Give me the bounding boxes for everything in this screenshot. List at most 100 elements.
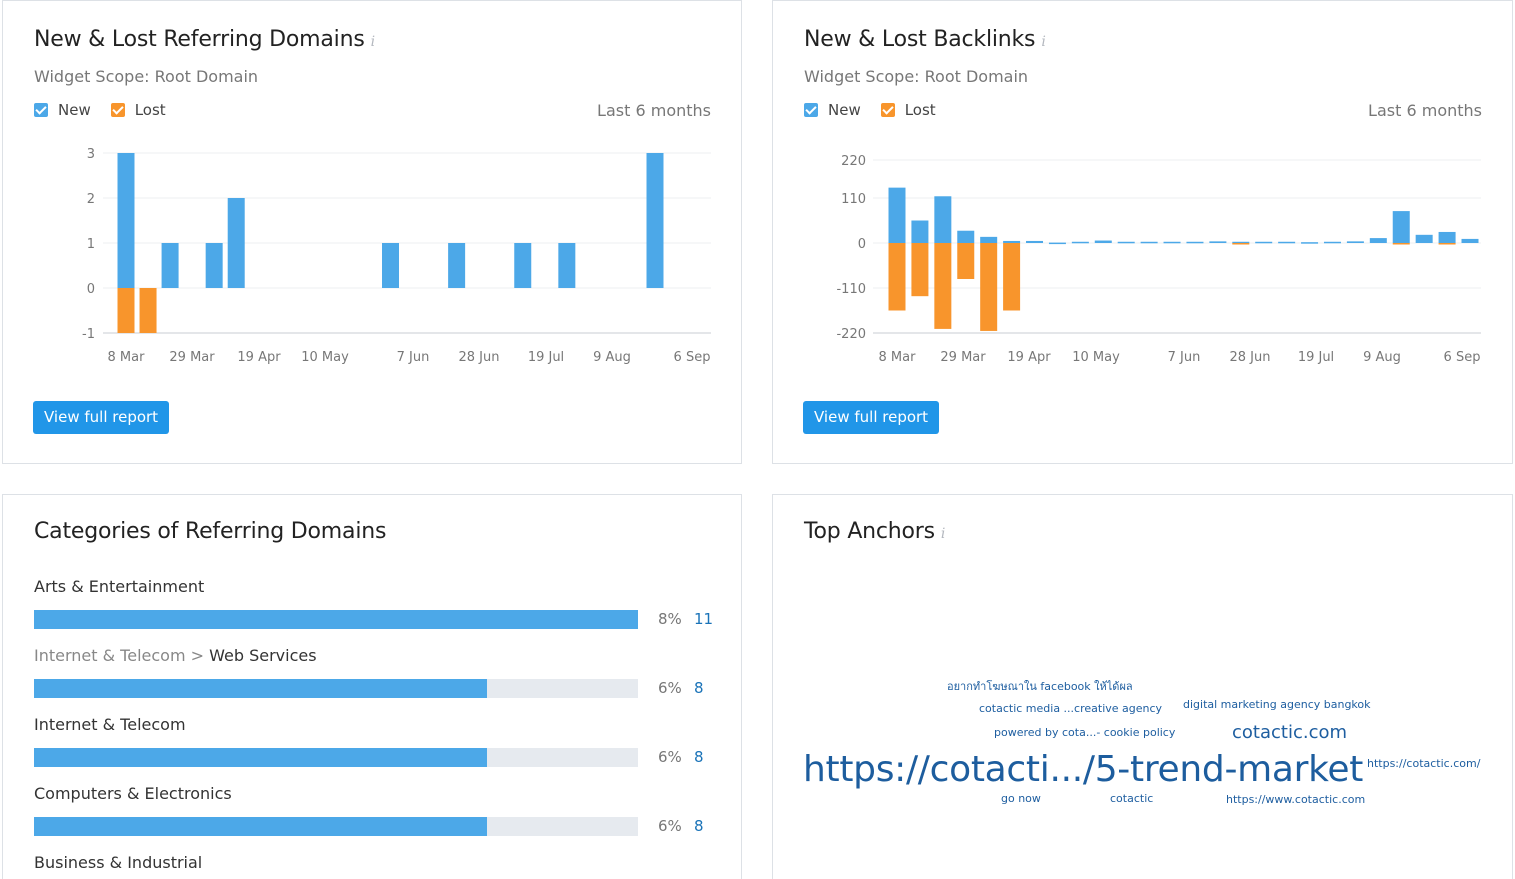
checkbox-checked-icon[interactable] bbox=[110, 103, 125, 117]
new-bar[interactable] bbox=[1415, 234, 1433, 243]
view-full-report-button[interactable]: View full report bbox=[803, 401, 940, 434]
new-bar[interactable] bbox=[1461, 238, 1479, 243]
anchor-text-link[interactable]: https://cotactic.com/ bbox=[1367, 757, 1481, 770]
anchor-text-link[interactable]: digital marketing agency bangkok bbox=[1183, 698, 1371, 711]
category-count-link[interactable]: 8 bbox=[694, 817, 704, 835]
new-bar[interactable] bbox=[957, 230, 975, 243]
x-tick-label: 9 Aug bbox=[593, 350, 631, 365]
new-bar[interactable] bbox=[980, 236, 998, 243]
lost-bar[interactable] bbox=[957, 243, 975, 279]
lost-bar[interactable] bbox=[139, 288, 157, 333]
new-bar[interactable] bbox=[448, 243, 466, 288]
new-bar[interactable] bbox=[1071, 241, 1089, 244]
anchor-text-link[interactable]: https://www.cotactic.com bbox=[1226, 793, 1366, 806]
new-bar[interactable] bbox=[514, 243, 532, 288]
x-tick-label: 10 May bbox=[301, 350, 349, 365]
anchor-text-link[interactable]: cotactic media ...creative agency bbox=[979, 702, 1163, 715]
lost-bar[interactable] bbox=[911, 243, 929, 297]
lost-bar[interactable] bbox=[934, 243, 952, 329]
widget-scope: Widget Scope: Root Domain bbox=[34, 67, 259, 86]
checkbox-checked-icon[interactable] bbox=[880, 103, 895, 117]
category-row[interactable]: Business & Industrial bbox=[34, 853, 724, 875]
new-bar[interactable] bbox=[1186, 241, 1204, 244]
anchor-text-link[interactable]: อยากทำโฆษณาใน facebook ให้ได้ผล bbox=[947, 680, 1133, 693]
anchor-text-link[interactable]: cotactic bbox=[1110, 792, 1154, 805]
new-bar[interactable] bbox=[161, 243, 179, 288]
view-full-report-button[interactable]: View full report bbox=[33, 401, 170, 434]
info-icon[interactable]: i bbox=[370, 34, 375, 50]
lost-bar[interactable] bbox=[1392, 243, 1410, 245]
info-icon[interactable]: i bbox=[1041, 34, 1046, 50]
new-bar[interactable] bbox=[646, 153, 664, 288]
new-bar[interactable] bbox=[382, 243, 399, 288]
new-bar[interactable] bbox=[1026, 240, 1044, 243]
new-bar[interactable] bbox=[1094, 240, 1112, 243]
category-count-link[interactable]: 8 bbox=[694, 748, 704, 766]
x-tick-label: 6 Sep bbox=[674, 350, 711, 365]
category-row[interactable]: Internet & Telecom > Web Services 6% 8 bbox=[34, 646, 724, 698]
anchor-text-link[interactable]: https://cotacti.../5-trend-market bbox=[803, 749, 1364, 790]
lost-bar[interactable] bbox=[1003, 243, 1021, 311]
new-bar[interactable] bbox=[1301, 242, 1319, 244]
category-label[interactable]: Computers & Electronics bbox=[34, 784, 724, 806]
new-bar[interactable] bbox=[227, 198, 245, 288]
new-bar[interactable] bbox=[1048, 242, 1066, 245]
y-tick-label: -220 bbox=[836, 327, 866, 342]
new-bar[interactable] bbox=[1346, 241, 1364, 243]
new-bar[interactable] bbox=[1369, 238, 1387, 243]
anchor-text-link[interactable]: cotactic.com bbox=[1232, 722, 1348, 743]
category-bar-track bbox=[34, 817, 638, 836]
new-bar[interactable] bbox=[888, 187, 906, 243]
new-bar[interactable] bbox=[1278, 241, 1296, 244]
new-bar[interactable] bbox=[205, 243, 223, 288]
category-count-link[interactable]: 8 bbox=[694, 679, 704, 697]
new-bar[interactable] bbox=[1438, 231, 1456, 243]
lost-bar[interactable] bbox=[888, 243, 906, 311]
category-label[interactable]: Internet & Telecom bbox=[34, 715, 724, 737]
category-label[interactable]: Business & Industrial bbox=[34, 853, 724, 875]
new-bar[interactable] bbox=[934, 196, 952, 243]
legend-new-toggle[interactable]: New bbox=[34, 101, 91, 119]
top-anchors-card: Top Anchors i อยากทำโฆษณาใน facebook ให้ไ… bbox=[772, 494, 1513, 879]
category-row[interactable]: Arts & Entertainment 8% 11 bbox=[34, 577, 724, 629]
legend-new-toggle[interactable]: New bbox=[804, 101, 861, 119]
new-bar[interactable] bbox=[1209, 241, 1227, 243]
x-tick-label: 28 Jun bbox=[1230, 350, 1271, 365]
lost-bar[interactable] bbox=[980, 243, 998, 331]
y-tick-label: -110 bbox=[836, 282, 866, 297]
category-count-link[interactable]: 11 bbox=[694, 610, 714, 628]
new-bar[interactable] bbox=[1140, 241, 1158, 244]
new-bar[interactable] bbox=[1163, 241, 1181, 244]
info-icon[interactable]: i bbox=[940, 526, 946, 542]
x-tick-label: 19 Jul bbox=[1298, 350, 1334, 365]
anchor-text-link[interactable]: go now bbox=[1001, 792, 1041, 805]
category-name: Computers & Electronics bbox=[34, 784, 232, 803]
new-bar[interactable] bbox=[558, 243, 576, 288]
lost-bar[interactable] bbox=[1438, 243, 1456, 245]
lost-bar[interactable] bbox=[1232, 243, 1250, 245]
category-name: Web Services bbox=[209, 646, 317, 665]
y-tick-label: 2 bbox=[87, 192, 95, 207]
period-label: Last 6 months bbox=[1368, 101, 1482, 120]
checkbox-checked-icon[interactable] bbox=[804, 103, 818, 117]
new-bar[interactable] bbox=[1003, 240, 1021, 243]
anchor-text-link[interactable]: powered by cota...- cookie policy bbox=[994, 726, 1176, 739]
referring-domains-title: New & Lost Referring Domains i bbox=[34, 27, 375, 52]
checkbox-checked-icon[interactable] bbox=[34, 103, 48, 117]
new-bar[interactable] bbox=[1255, 241, 1273, 244]
new-bar[interactable] bbox=[911, 220, 929, 244]
legend-lost-toggle[interactable]: Lost bbox=[880, 101, 936, 119]
legend-lost-label: Lost bbox=[134, 101, 166, 119]
category-label[interactable]: Arts & Entertainment bbox=[34, 577, 724, 599]
new-bar[interactable] bbox=[117, 153, 135, 288]
category-row[interactable]: Computers & Electronics 6% 8 bbox=[34, 784, 724, 836]
category-row[interactable]: Internet & Telecom 6% 8 bbox=[34, 715, 724, 767]
new-bar[interactable] bbox=[1117, 241, 1135, 244]
new-bar[interactable] bbox=[1392, 211, 1410, 243]
new-bar[interactable] bbox=[1323, 241, 1341, 244]
category-bar-track bbox=[34, 748, 638, 767]
new-bar[interactable] bbox=[1232, 241, 1250, 244]
category-label[interactable]: Internet & Telecom > Web Services bbox=[34, 646, 724, 668]
lost-bar[interactable] bbox=[117, 288, 135, 333]
legend-lost-toggle[interactable]: Lost bbox=[110, 101, 166, 119]
